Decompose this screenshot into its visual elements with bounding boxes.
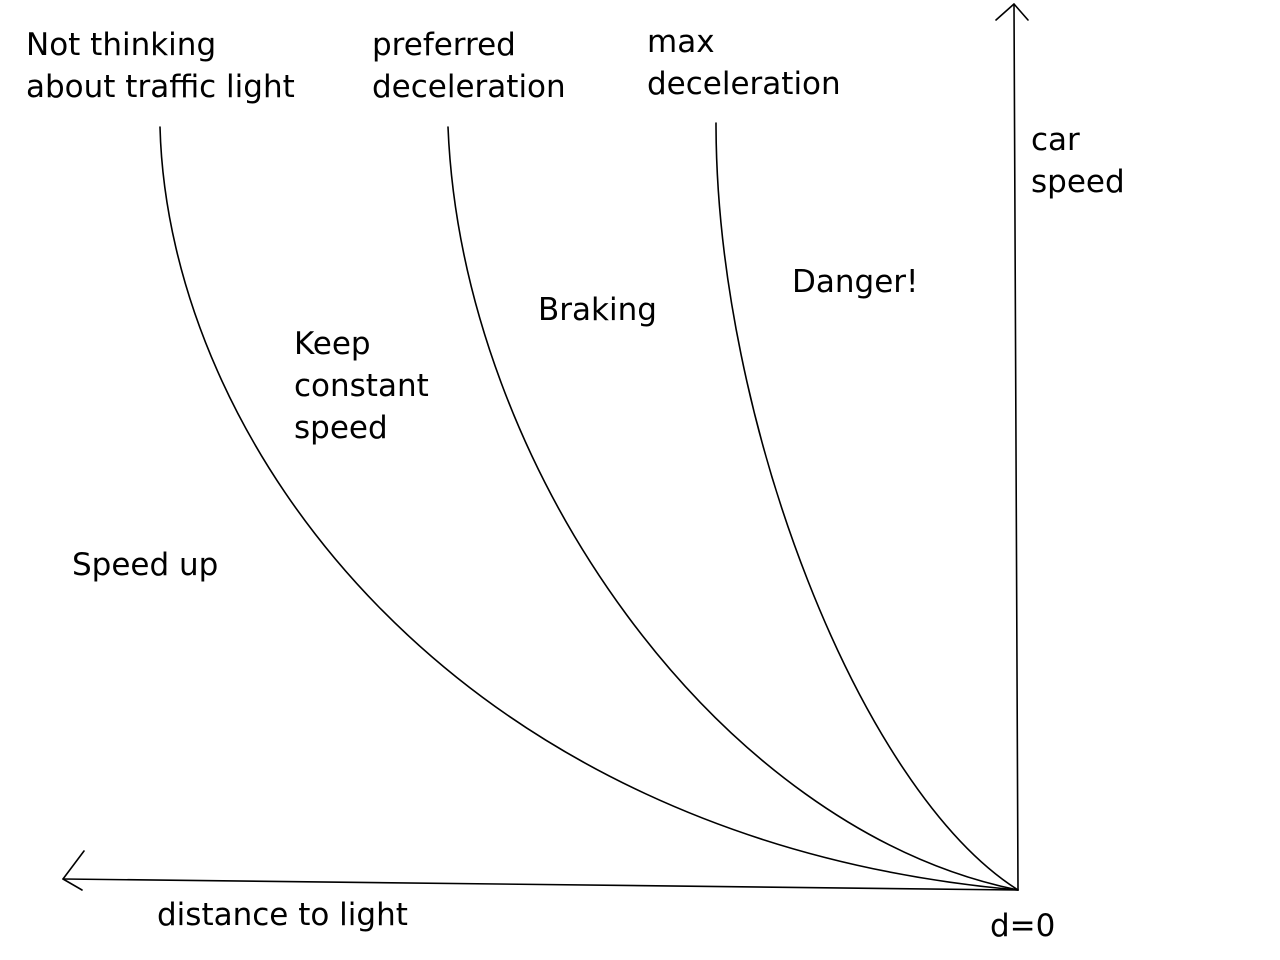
label-preferred-deceleration: preferred deceleration: [372, 27, 566, 105]
region-speed-up: Speed up: [72, 547, 219, 583]
label-max-deceleration: max deceleration: [647, 24, 841, 102]
region-braking: Braking: [538, 292, 657, 328]
label-distance-to-light: distance to light: [157, 897, 408, 933]
curve-not-thinking: [159, 126, 1019, 891]
region-keep-constant-speed: Keep constant speed: [294, 326, 429, 446]
y-axis-arrowhead: [995, 3, 1029, 21]
label-car-speed: car speed: [1031, 122, 1125, 200]
y-axis: [1013, 3, 1019, 891]
region-danger: Danger!: [792, 264, 919, 300]
x-axis-arrowhead: [62, 850, 85, 891]
x-axis: [62, 878, 1019, 891]
curve-max-deceleration: [715, 122, 1019, 891]
label-not-thinking: Not thinking about traffic light: [26, 27, 295, 105]
curve-preferred-deceleration: [447, 126, 1019, 891]
label-origin: d=0: [990, 908, 1056, 944]
